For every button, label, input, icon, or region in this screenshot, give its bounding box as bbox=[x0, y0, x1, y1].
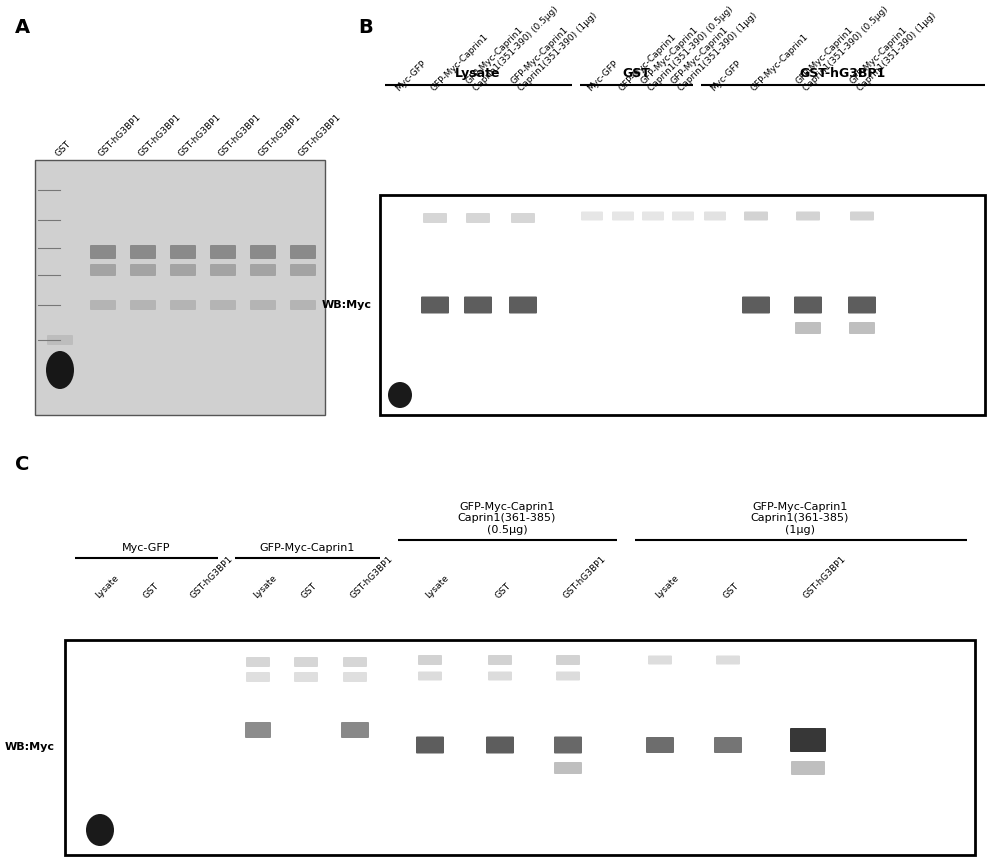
FancyBboxPatch shape bbox=[714, 737, 742, 753]
Text: GFP-Myc-Caprin1: GFP-Myc-Caprin1 bbox=[617, 32, 678, 93]
FancyBboxPatch shape bbox=[423, 213, 447, 223]
FancyBboxPatch shape bbox=[294, 657, 318, 667]
FancyBboxPatch shape bbox=[170, 245, 196, 259]
Text: GST: GST bbox=[300, 581, 319, 600]
Text: GST-hG3BP1: GST-hG3BP1 bbox=[297, 112, 343, 158]
Text: GST-hG3BP1: GST-hG3BP1 bbox=[562, 554, 608, 600]
FancyBboxPatch shape bbox=[90, 300, 116, 310]
FancyBboxPatch shape bbox=[486, 736, 514, 753]
Text: GFP-Myc-Caprin1: GFP-Myc-Caprin1 bbox=[259, 543, 355, 553]
Text: GST-hG3BP1: GST-hG3BP1 bbox=[189, 554, 235, 600]
Text: Myc-GFP: Myc-GFP bbox=[586, 59, 620, 93]
Text: GST-hG3BP1: GST-hG3BP1 bbox=[802, 554, 848, 600]
Text: GST: GST bbox=[622, 67, 650, 80]
FancyBboxPatch shape bbox=[704, 211, 726, 221]
FancyBboxPatch shape bbox=[290, 245, 316, 259]
FancyBboxPatch shape bbox=[170, 264, 196, 276]
Text: GFP-Myc-Caprin1
Caprin1(351-390) (0.5μg): GFP-Myc-Caprin1 Caprin1(351-390) (0.5μg) bbox=[464, 0, 560, 93]
FancyBboxPatch shape bbox=[90, 245, 116, 259]
Text: WB:Myc: WB:Myc bbox=[322, 300, 372, 310]
FancyBboxPatch shape bbox=[509, 296, 537, 313]
FancyBboxPatch shape bbox=[130, 264, 156, 276]
Text: B: B bbox=[358, 18, 373, 37]
Text: Myc-GFP: Myc-GFP bbox=[394, 59, 428, 93]
FancyBboxPatch shape bbox=[246, 672, 270, 682]
Text: GFP-Myc-Caprin1
Caprin1(351-390) (0.5μg): GFP-Myc-Caprin1 Caprin1(351-390) (0.5μg) bbox=[794, 0, 890, 93]
Text: GFP-Myc-Caprin1: GFP-Myc-Caprin1 bbox=[750, 32, 811, 93]
FancyBboxPatch shape bbox=[343, 657, 367, 667]
Text: GFP-Myc-Caprin1
Caprin1(361-385)
(0.5μg): GFP-Myc-Caprin1 Caprin1(361-385) (0.5μg) bbox=[458, 501, 556, 535]
Ellipse shape bbox=[46, 351, 74, 389]
FancyBboxPatch shape bbox=[418, 655, 442, 665]
Text: Lysate: Lysate bbox=[252, 573, 278, 600]
FancyBboxPatch shape bbox=[642, 211, 664, 221]
FancyBboxPatch shape bbox=[646, 737, 674, 753]
FancyBboxPatch shape bbox=[416, 736, 444, 753]
Text: GST-hG3BP1: GST-hG3BP1 bbox=[217, 112, 263, 158]
FancyBboxPatch shape bbox=[556, 671, 580, 681]
Text: GST: GST bbox=[142, 581, 161, 600]
FancyBboxPatch shape bbox=[290, 264, 316, 276]
FancyBboxPatch shape bbox=[130, 245, 156, 259]
FancyBboxPatch shape bbox=[210, 300, 236, 310]
FancyBboxPatch shape bbox=[343, 672, 367, 682]
FancyBboxPatch shape bbox=[511, 213, 535, 223]
FancyBboxPatch shape bbox=[421, 296, 449, 313]
Text: GFP-Myc-Caprin1
Caprin1(351-390) (1μg): GFP-Myc-Caprin1 Caprin1(351-390) (1μg) bbox=[509, 3, 599, 93]
Text: WB:Myc: WB:Myc bbox=[5, 742, 55, 753]
FancyBboxPatch shape bbox=[648, 656, 672, 664]
Text: Lysate: Lysate bbox=[94, 573, 120, 600]
Text: A: A bbox=[15, 18, 30, 37]
FancyBboxPatch shape bbox=[250, 245, 276, 259]
FancyBboxPatch shape bbox=[796, 211, 820, 221]
FancyBboxPatch shape bbox=[744, 211, 768, 221]
FancyBboxPatch shape bbox=[848, 296, 876, 313]
FancyBboxPatch shape bbox=[790, 728, 826, 752]
FancyBboxPatch shape bbox=[290, 300, 316, 310]
FancyBboxPatch shape bbox=[554, 736, 582, 753]
Text: GST-hG3BP1: GST-hG3BP1 bbox=[800, 67, 886, 80]
FancyBboxPatch shape bbox=[556, 655, 580, 665]
Text: GST-hG3BP1: GST-hG3BP1 bbox=[137, 112, 183, 158]
FancyBboxPatch shape bbox=[341, 722, 369, 738]
Text: Lysate: Lysate bbox=[424, 573, 450, 600]
FancyBboxPatch shape bbox=[849, 322, 875, 334]
Text: GST: GST bbox=[54, 139, 73, 158]
FancyBboxPatch shape bbox=[672, 211, 694, 221]
Bar bbox=[65, 640, 975, 855]
FancyBboxPatch shape bbox=[90, 264, 116, 276]
Text: GFP-Myc-Caprin1
Caprin1(351-390) (1μg): GFP-Myc-Caprin1 Caprin1(351-390) (1μg) bbox=[848, 3, 938, 93]
FancyBboxPatch shape bbox=[250, 264, 276, 276]
FancyBboxPatch shape bbox=[464, 296, 492, 313]
FancyBboxPatch shape bbox=[794, 296, 822, 313]
Text: GFP-Myc-Caprin1: GFP-Myc-Caprin1 bbox=[429, 32, 490, 93]
FancyBboxPatch shape bbox=[791, 761, 825, 775]
Bar bbox=[380, 195, 985, 415]
FancyBboxPatch shape bbox=[716, 656, 740, 664]
Text: Myc-GFP: Myc-GFP bbox=[709, 59, 743, 93]
FancyBboxPatch shape bbox=[488, 671, 512, 681]
Ellipse shape bbox=[86, 814, 114, 846]
FancyBboxPatch shape bbox=[488, 655, 512, 665]
Ellipse shape bbox=[388, 382, 412, 408]
FancyBboxPatch shape bbox=[210, 245, 236, 259]
FancyBboxPatch shape bbox=[210, 264, 236, 276]
FancyBboxPatch shape bbox=[581, 211, 603, 221]
FancyBboxPatch shape bbox=[250, 300, 276, 310]
FancyBboxPatch shape bbox=[742, 296, 770, 313]
FancyBboxPatch shape bbox=[850, 211, 874, 221]
Text: GST-hG3BP1: GST-hG3BP1 bbox=[177, 112, 223, 158]
Text: GST-hG3BP1: GST-hG3BP1 bbox=[257, 112, 303, 158]
FancyBboxPatch shape bbox=[170, 300, 196, 310]
FancyBboxPatch shape bbox=[130, 300, 156, 310]
Text: GST: GST bbox=[494, 581, 513, 600]
Text: GST-hG3BP1: GST-hG3BP1 bbox=[349, 554, 395, 600]
Text: GFP-Myc-Caprin1
Caprin1(351-390) (0.5μg): GFP-Myc-Caprin1 Caprin1(351-390) (0.5μg) bbox=[639, 0, 735, 93]
FancyBboxPatch shape bbox=[245, 722, 271, 738]
Text: Myc-GFP: Myc-GFP bbox=[122, 543, 170, 553]
FancyBboxPatch shape bbox=[612, 211, 634, 221]
FancyBboxPatch shape bbox=[47, 335, 73, 345]
FancyBboxPatch shape bbox=[554, 762, 582, 774]
FancyBboxPatch shape bbox=[795, 322, 821, 334]
Text: Lysate: Lysate bbox=[654, 573, 680, 600]
